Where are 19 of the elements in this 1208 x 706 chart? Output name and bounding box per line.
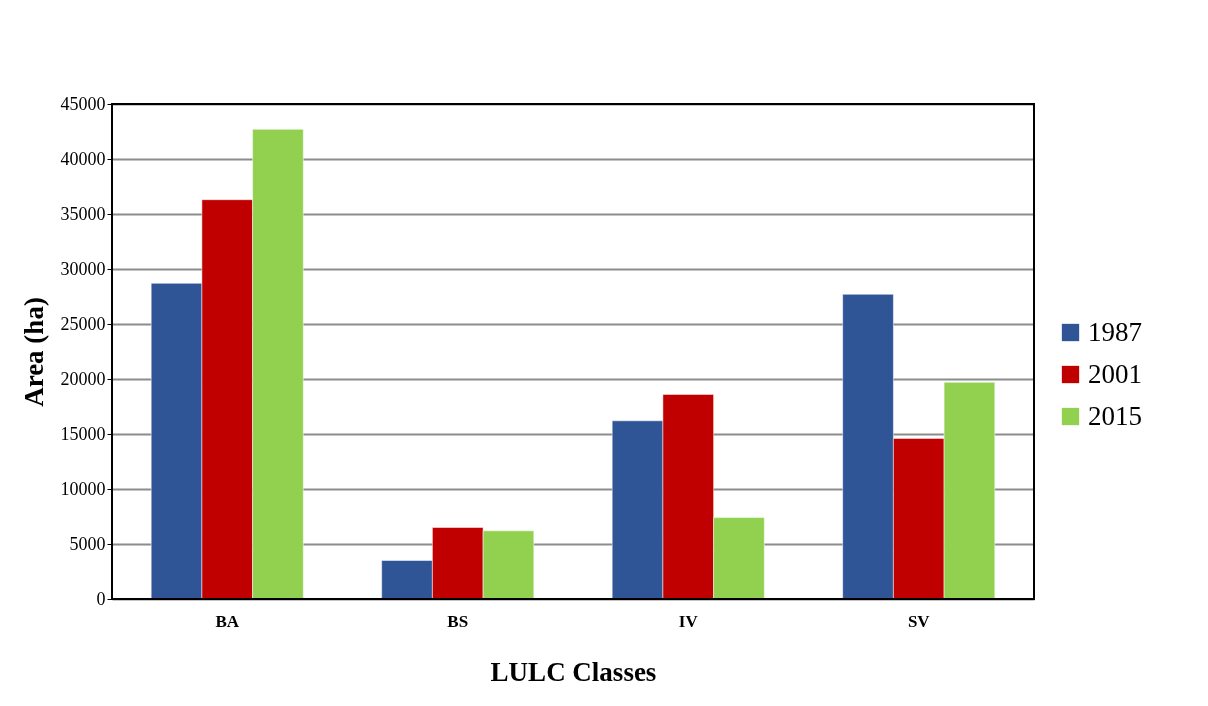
y-tick-label: 15000 [60, 423, 106, 444]
y-tick-label: 30000 [60, 258, 106, 279]
x-tick-label: SV [907, 611, 931, 631]
y-tick-label: 0 [96, 588, 106, 609]
y-tick-label: 5000 [69, 533, 106, 554]
y-axis-title: Area (ha) [18, 297, 49, 407]
x-axis-title: LULC Classes [490, 656, 657, 687]
legend-label: 2001 [1088, 358, 1142, 389]
y-tick-label: 10000 [60, 478, 106, 499]
legend-label: 2015 [1088, 400, 1142, 431]
y-tick-label: 25000 [60, 313, 106, 334]
y-tick-label: 40000 [60, 148, 106, 169]
x-tick-label: BA [215, 611, 240, 631]
x-tick-label: IV [678, 611, 699, 631]
y-tick-label: 20000 [60, 368, 106, 389]
y-tick-label: 45000 [60, 93, 106, 114]
legend-label: 1987 [1088, 316, 1142, 347]
x-tick-label: BS [447, 611, 469, 631]
y-tick-label: 35000 [60, 203, 106, 224]
